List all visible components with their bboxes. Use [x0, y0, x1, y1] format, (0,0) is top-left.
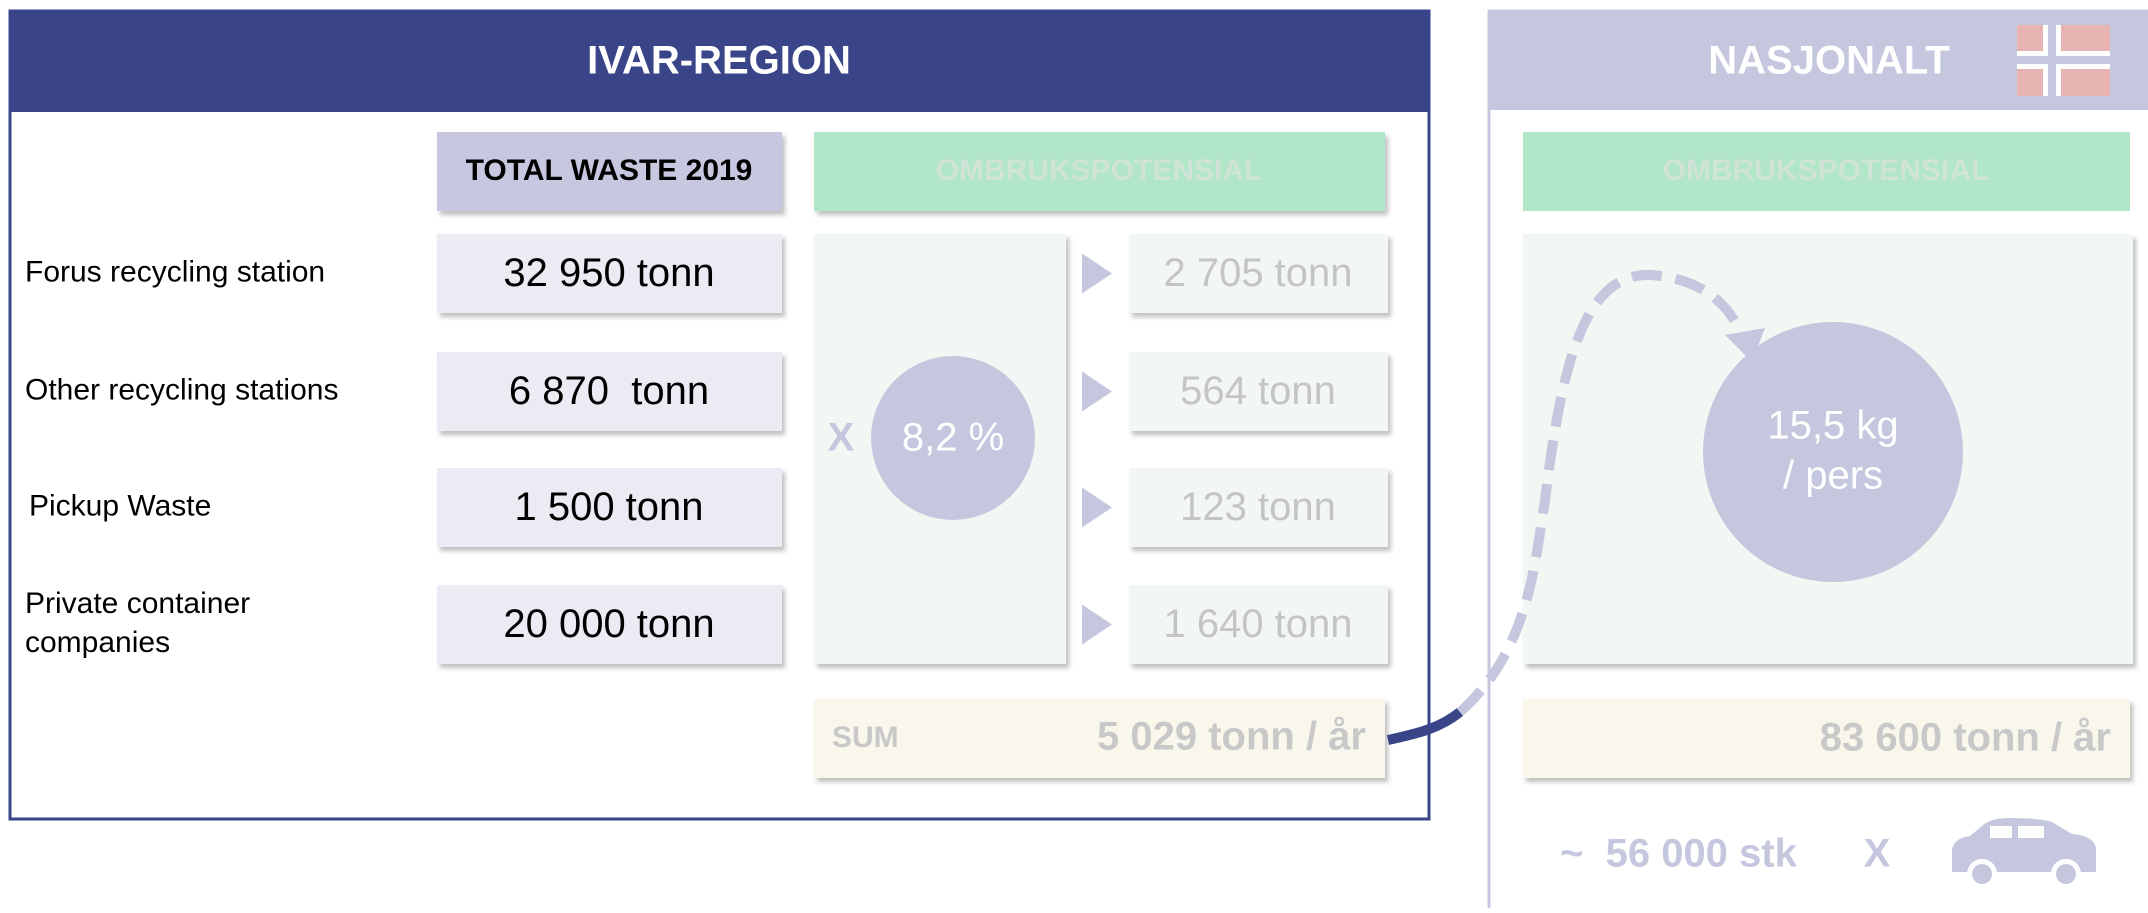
- row-label: Private container: [25, 587, 250, 620]
- row-label: Forus recycling station: [25, 255, 325, 288]
- sum-label: SUM: [832, 721, 899, 754]
- total-value: 1 500 tonn: [514, 485, 703, 529]
- ivar-title: IVAR-REGION: [587, 39, 851, 83]
- national-potential-header: OMBRUKSPOTENSIAL: [1663, 154, 1990, 187]
- national-potential-box: [1523, 132, 2130, 211]
- potential-header-box: [814, 132, 1385, 211]
- total-header: TOTAL WASTE 2019: [466, 154, 753, 187]
- potential-box: [1129, 468, 1388, 547]
- potential-value: 564 tonn: [1180, 369, 1336, 413]
- total-box: [437, 585, 782, 664]
- row-label: Other recycling stations: [25, 373, 338, 406]
- total-box: [437, 468, 782, 547]
- national-title: NASJONALT: [1708, 39, 1949, 83]
- sum-value: 5 029 tonn / år: [1097, 715, 1366, 759]
- cars-multiplier: X: [1864, 832, 1891, 876]
- potential-header: OMBRUKSPOTENSIAL: [936, 154, 1263, 187]
- per-person-line: 15,5 kg: [1767, 404, 1898, 448]
- sum-box: [814, 699, 1385, 778]
- potential-value: 2 705 tonn: [1163, 251, 1352, 295]
- arrow: [1082, 253, 1112, 294]
- per-person-line: / pers: [1783, 454, 1883, 498]
- car-icon: [1952, 818, 2096, 889]
- connector: [1386, 708, 1464, 745]
- arrow: [1082, 487, 1112, 528]
- total-box: [437, 352, 782, 431]
- row-label: Pickup Waste: [29, 489, 211, 522]
- per-person-circle: [1703, 322, 1963, 582]
- norway-flag: [2017, 25, 2110, 96]
- rate-circle: [871, 356, 1035, 520]
- total-box: [437, 234, 782, 313]
- potential-value: 1 640 tonn: [1163, 602, 1352, 646]
- cars-count: ~ 56 000 stk: [1560, 832, 1798, 876]
- national-sum-box: [1523, 699, 2130, 778]
- potential-value: 123 tonn: [1180, 485, 1336, 529]
- row-label: companies: [25, 626, 170, 659]
- connector-arrow: [1725, 328, 1765, 362]
- connector-dashed: [1456, 269, 1747, 716]
- total-value: 6 870 tonn: [509, 369, 709, 413]
- national-sum-value: 83 600 tonn / år: [1820, 716, 2111, 760]
- multiplier: X: [828, 416, 855, 460]
- ivar-header: [10, 11, 1429, 112]
- potential-box: [1129, 352, 1388, 431]
- rate: 8,2 %: [902, 416, 1004, 460]
- total-header-box: [437, 132, 782, 211]
- arrow: [1082, 371, 1112, 412]
- total-value: 32 950 tonn: [503, 251, 714, 295]
- total-value: 20 000 tonn: [503, 602, 714, 646]
- arrow: [1082, 604, 1112, 645]
- potential-box: [1129, 234, 1388, 313]
- potential-box: [1129, 585, 1388, 664]
